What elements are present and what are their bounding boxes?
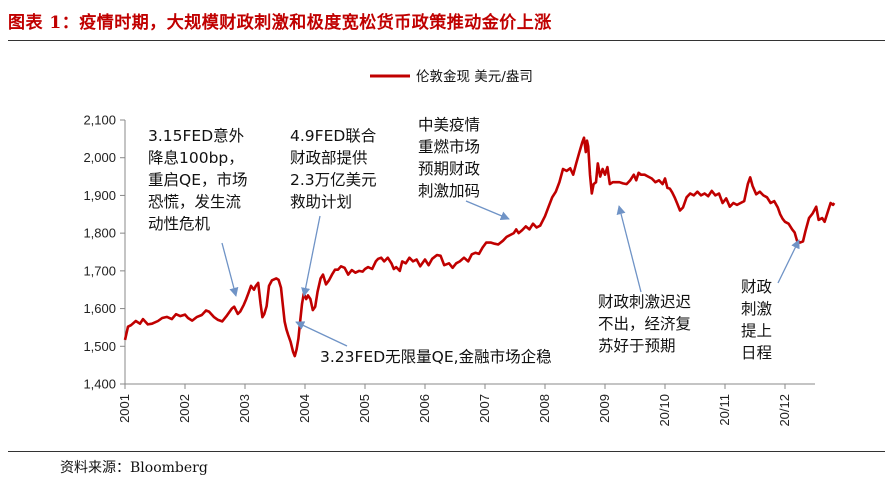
annotation-stimulus-delay: 财政刺激迟迟不出，经济复苏好于预期 xyxy=(598,293,691,355)
annotation-line: 救助计划 xyxy=(290,193,352,211)
annotation-line: 4.9FED联合 xyxy=(290,127,377,145)
annotation-line: 日程 xyxy=(741,344,772,362)
annotation-line: 降息100bp， xyxy=(148,149,244,167)
annotation-line: 中美疫情 xyxy=(418,116,480,134)
y-tick-label: 1,400 xyxy=(83,377,116,392)
annotation-line: 3.15FED意外 xyxy=(148,126,244,145)
annotation-fed-0409: 4.9FED联合财政部提供 2.3万亿美元救助计划 xyxy=(290,127,377,211)
arrow-fed-0409 xyxy=(301,215,321,297)
annotation-line: 财政部提供 xyxy=(290,149,368,167)
arrow-fed-0315 xyxy=(221,242,239,297)
x-tick-label: 2008 xyxy=(537,394,552,423)
x-tick-label: 2001 xyxy=(117,394,132,423)
page-title: 图表 1：疫情时期，大规模财政刺激和极度宽松货币政策推动金价上涨 xyxy=(8,13,552,33)
annotation-line: 苏好于预期 xyxy=(598,337,676,355)
arrow-stimulus-delay xyxy=(616,205,642,293)
y-tick-label: 1,700 xyxy=(83,263,116,278)
x-tick-label: 20/12 xyxy=(777,394,792,427)
x-tick-label: 2006 xyxy=(417,394,432,423)
x-tick-label: 20/10 xyxy=(657,394,672,427)
annotation-stimulus-agenda: 财政刺激提上日程 xyxy=(741,278,773,362)
gold-price-line xyxy=(123,136,836,358)
y-tick-label: 1,900 xyxy=(83,188,116,203)
y-tick-label: 2,100 xyxy=(83,113,116,128)
annotation-line: 恐慌，发生流 xyxy=(148,193,241,211)
arrow-stimulus-agenda xyxy=(777,239,800,284)
annotation-line: 动性危机 xyxy=(148,215,211,233)
y-tick-label: 2,000 xyxy=(83,150,116,165)
x-tick-label: 2003 xyxy=(237,394,252,423)
x-tick-label: 2007 xyxy=(477,394,492,423)
annotation-line: 财政刺激迟迟 xyxy=(598,293,691,311)
annotation-line: 预期财政 xyxy=(418,160,481,178)
annotation-line: 刺激加码 xyxy=(418,182,480,200)
x-tick-label: 2005 xyxy=(357,394,372,423)
annotation-line: 重燃市场 xyxy=(418,138,480,156)
annotation-line: 2.3万亿美元 xyxy=(290,171,377,189)
arrow-fed-0323 xyxy=(295,321,348,347)
top-divider xyxy=(8,40,885,41)
y-tick-label: 1,600 xyxy=(83,301,116,316)
annotation-fed-0315: 3.15FED意外降息100bp， 重启QE，市场恐慌，发生流动性危机 xyxy=(148,126,248,233)
arrow-covid xyxy=(465,200,510,221)
x-tick-label: 2009 xyxy=(597,394,612,423)
x-tick-label: 2002 xyxy=(177,394,192,423)
y-tick-label: 1,800 xyxy=(83,226,116,241)
annotation-line: 刺激 xyxy=(741,300,773,318)
x-tick-label: 2004 xyxy=(297,394,312,423)
y-tick-label: 1,500 xyxy=(83,339,116,354)
annotation-line: 重启QE，市场 xyxy=(148,171,248,189)
annotation-line: 3.23FED无限量QE,金融市场企稳 xyxy=(320,348,552,366)
bottom-divider xyxy=(8,451,885,452)
annotation-covid-resurge: 中美疫情重燃市场预期财政刺激加码 xyxy=(418,116,481,200)
legend-label: 伦敦金现 美元/盎司 xyxy=(416,69,533,85)
annotation-fed-0323: 3.23FED无限量QE,金融市场企稳 xyxy=(320,348,552,366)
annotation-line: 财政 xyxy=(741,278,773,296)
annotation-line: 不出，经济复 xyxy=(598,315,691,333)
x-tick-label: 20/11 xyxy=(717,394,732,426)
annotation-line: 提上 xyxy=(741,322,772,340)
source-note: 资料来源：Bloomberg xyxy=(60,460,208,476)
